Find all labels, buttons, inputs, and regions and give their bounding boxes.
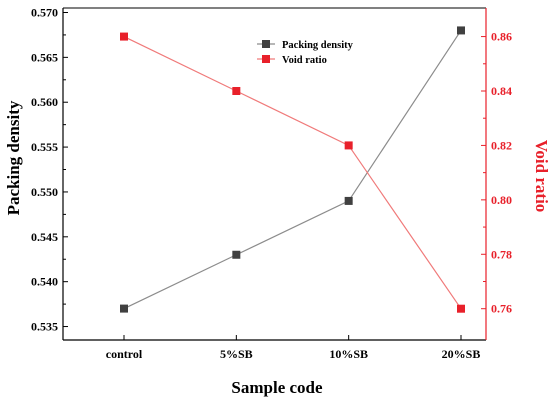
legend-label: Packing density	[282, 40, 354, 51]
plot-frame	[63, 7, 486, 341]
data-point-marker	[232, 87, 241, 95]
legend-marker	[262, 55, 270, 63]
left-tick-label: 0.550	[31, 185, 58, 199]
x-tick-label: 20%SB	[442, 347, 481, 361]
legend-marker	[262, 40, 270, 48]
right-tick-label: 0.78	[491, 247, 512, 261]
series-line	[123, 30, 462, 310]
left-tick-label: 0.535	[31, 320, 58, 334]
x-axis: control 5%SB 10%SB 20%SB	[106, 335, 481, 361]
right-tick-label: 0.82	[491, 138, 512, 152]
data-point-marker	[120, 304, 128, 313]
left-tick-label: 0.565	[31, 50, 58, 64]
right-y-axis-title: Void ratio	[532, 140, 550, 213]
right-y-axis: 0.76 0.78 0.80 0.82 0.84 0.86	[481, 8, 512, 340]
data-point-marker	[344, 141, 353, 150]
left-tick-label: 0.560	[31, 95, 58, 109]
series-void-ratio	[120, 32, 465, 313]
left-tick-label: 0.555	[31, 140, 58, 154]
data-point-marker	[457, 304, 465, 313]
left-tick-label: 0.545	[31, 230, 58, 244]
data-point-marker	[120, 32, 128, 41]
series-line	[123, 36, 462, 310]
data-point-marker	[232, 250, 241, 259]
left-y-axis: 0.535 0.540 0.545 0.550 0.555 0.560 0.565 0.570	[31, 5, 68, 340]
left-tick-label: 0.540	[31, 275, 58, 289]
legend-label: Void ratio	[282, 55, 327, 66]
series-layer	[120, 26, 465, 313]
legend: Packing density Void ratio	[257, 40, 354, 66]
right-tick-label: 0.76	[491, 302, 512, 316]
right-tick-label: 0.80	[491, 193, 512, 207]
right-tick-label: 0.86	[491, 30, 512, 44]
series-packing-density	[120, 26, 465, 313]
x-tick-label: control	[106, 347, 143, 361]
x-tick-label: 10%SB	[329, 347, 368, 361]
left-tick-label: 0.570	[31, 5, 58, 19]
x-tick-label: 5%SB	[220, 347, 253, 361]
x-axis-title: Sample code	[231, 378, 323, 397]
left-y-axis-title: Packing density	[4, 100, 23, 215]
right-tick-label: 0.84	[491, 84, 512, 98]
data-point-marker	[344, 196, 353, 205]
data-point-marker	[457, 26, 465, 35]
